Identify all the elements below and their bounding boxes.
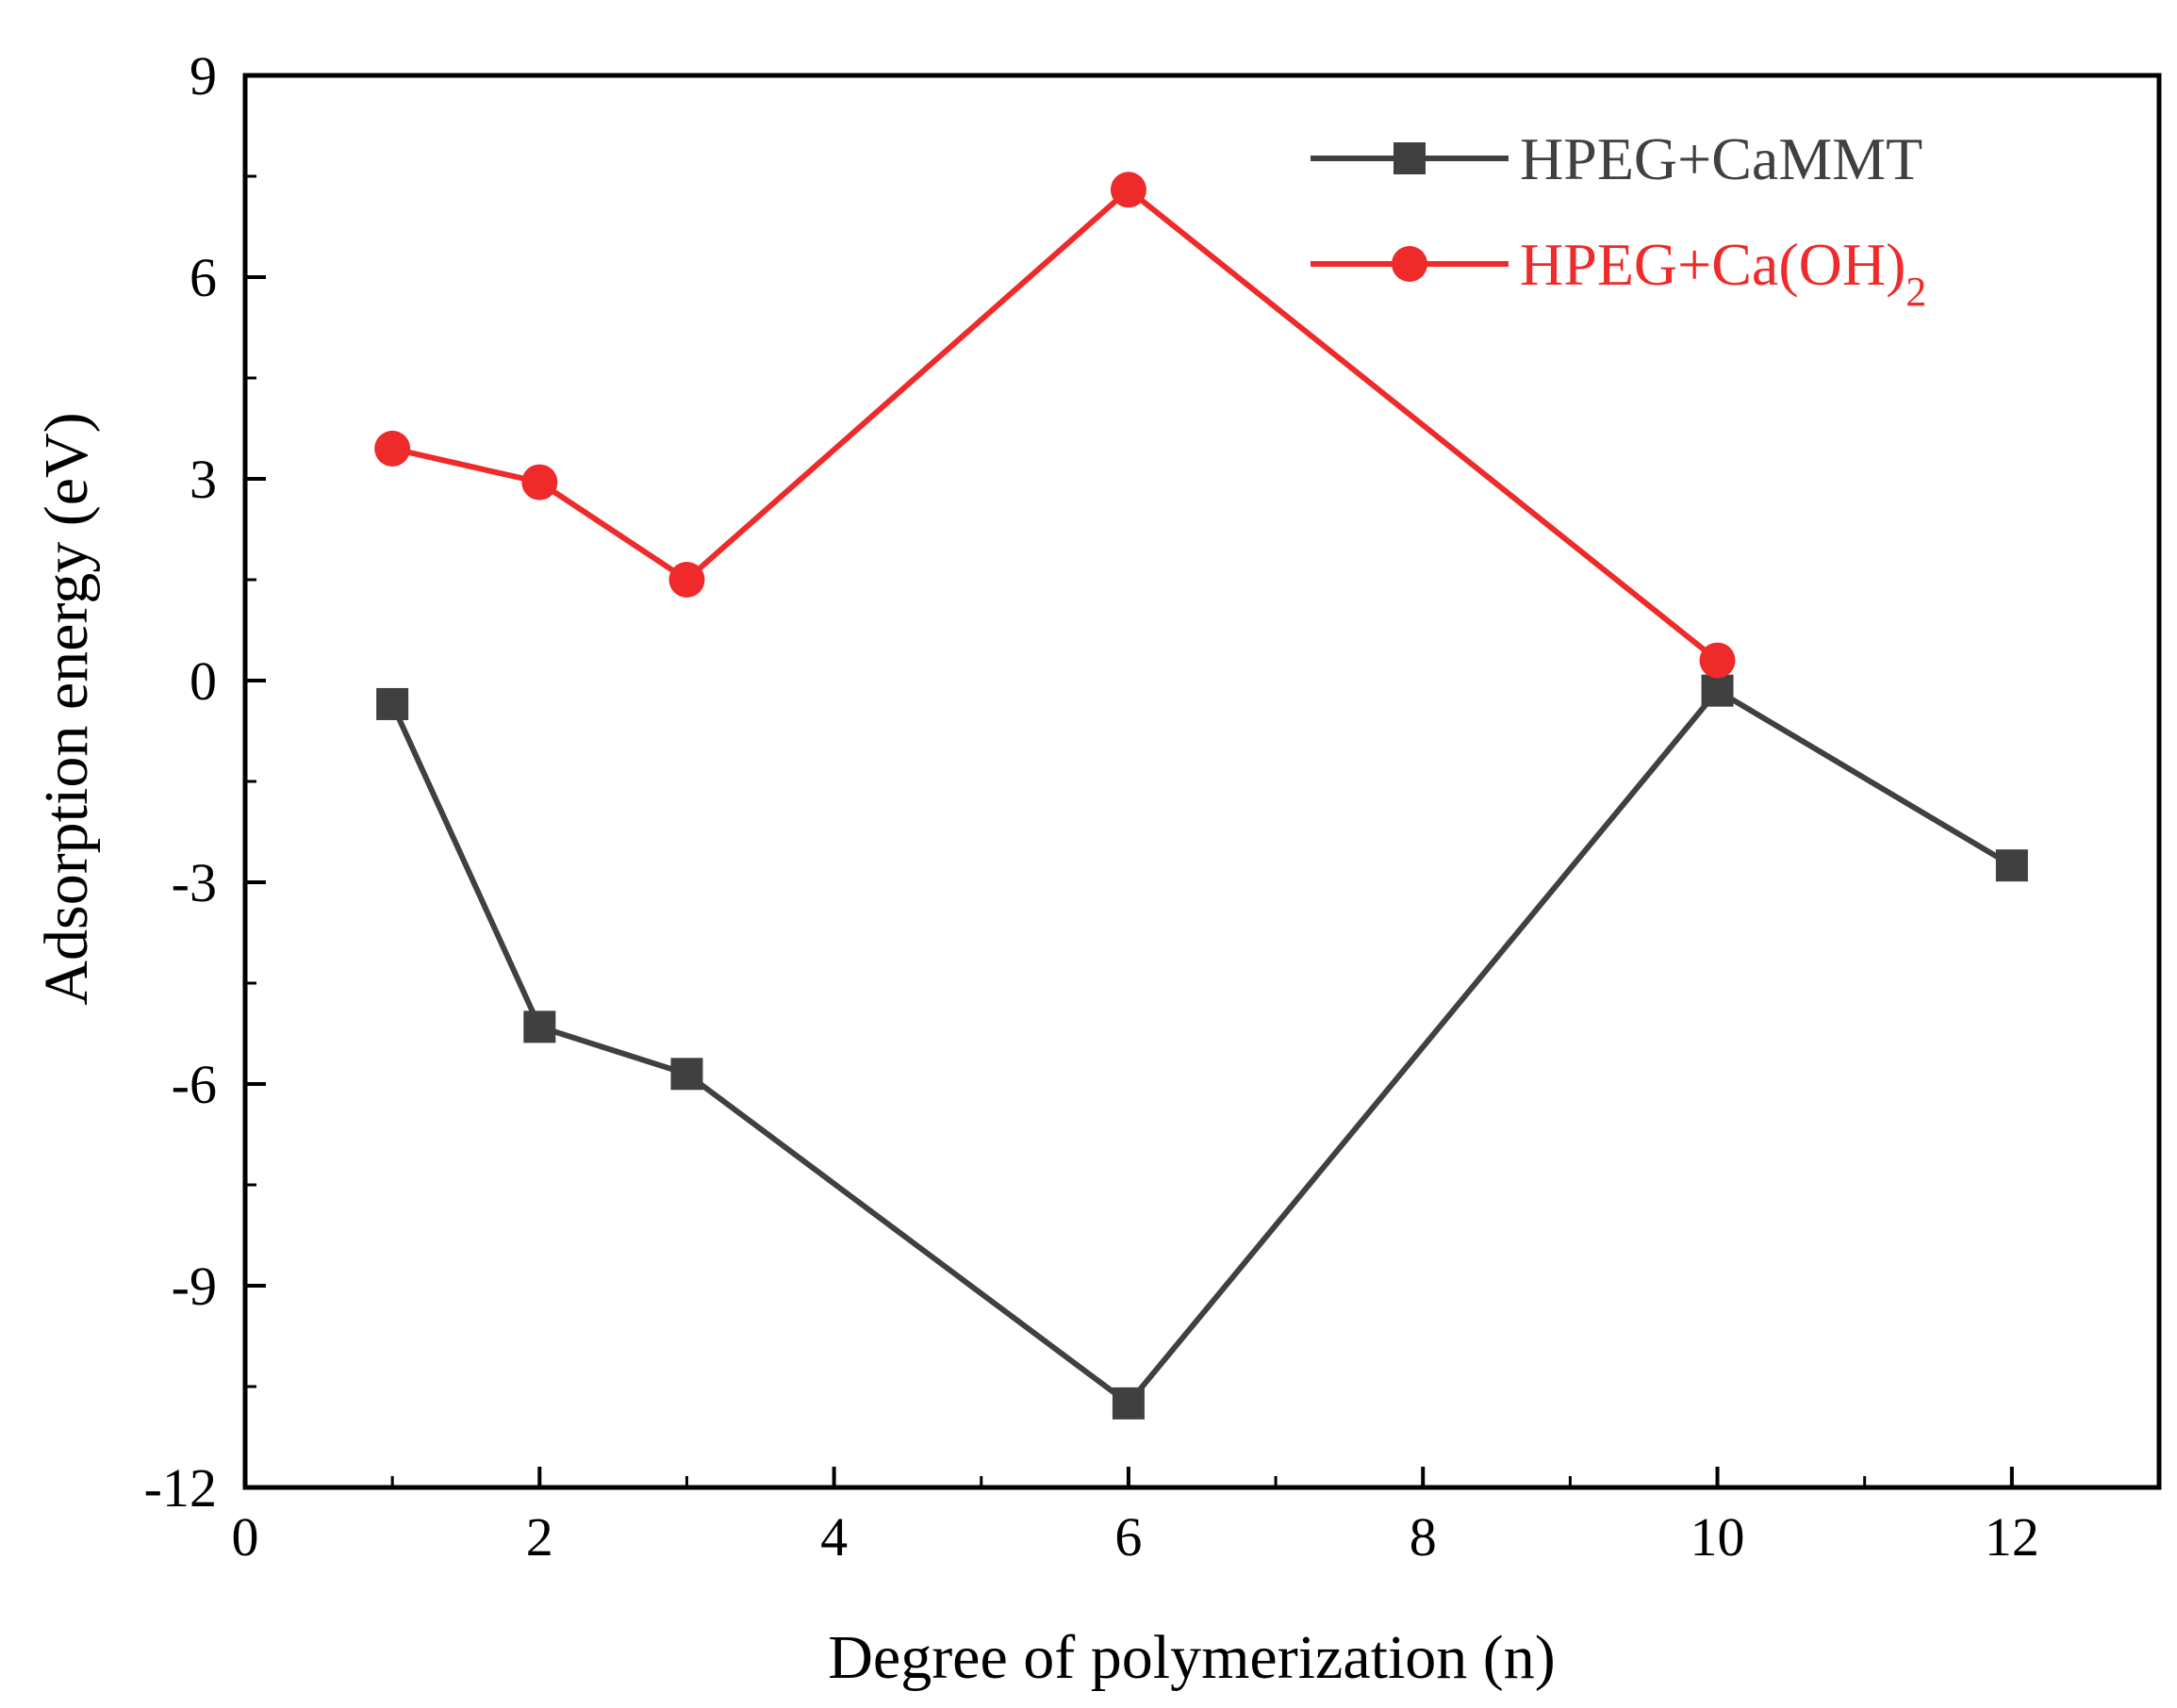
series <box>374 172 2028 1420</box>
data-point-circle <box>521 464 558 501</box>
legend-label: HPEG+CaMMT <box>1520 125 1922 192</box>
ticks: 0 2 4 6 8 10 12 9 6 3 0 -3 -6 -9 -12 <box>144 45 2161 1568</box>
data-point-square <box>1112 1387 1145 1420</box>
y-tick-label: -3 <box>172 852 217 913</box>
x-tick-label: 12 <box>1985 1506 2039 1568</box>
legend-item: HPEG+CaMMT <box>1311 125 1922 192</box>
data-point-square <box>1995 849 2028 882</box>
y-tick-label: 6 <box>190 247 217 308</box>
series-1 <box>374 172 1736 679</box>
data-point-square <box>523 1010 556 1043</box>
legend-label-main: HPEG+Ca(OH) <box>1520 231 1905 298</box>
data-point-circle <box>374 430 411 467</box>
x-tick-label: 6 <box>1114 1506 1142 1568</box>
data-point-square <box>670 1058 703 1091</box>
x-tick-label: 4 <box>820 1506 848 1568</box>
y-tick-label: 9 <box>190 45 217 107</box>
y-tick-label: -12 <box>144 1457 217 1519</box>
x-tick-label: 0 <box>232 1506 259 1568</box>
x-axis-title: Degree of polymerization (n) <box>828 1623 1556 1692</box>
x-tick-label: 10 <box>1690 1506 1745 1568</box>
legend-marker <box>1392 246 1427 282</box>
data-point-square <box>376 687 409 720</box>
series-line <box>391 186 1720 663</box>
y-tick-label: -9 <box>172 1256 217 1317</box>
data-point-circle <box>1110 172 1146 208</box>
x-tick-label: 8 <box>1410 1506 1437 1568</box>
legend-label-subscript: 2 <box>1905 269 1926 315</box>
legend: HPEG+CaMMT HPEG+Ca(OH)2 <box>1311 125 1926 315</box>
legend-marker <box>1394 142 1426 174</box>
series-line <box>389 686 2014 1407</box>
legend-item: HPEG+Ca(OH)2 <box>1311 231 1926 315</box>
y-tick-label: 0 <box>190 650 217 712</box>
data-point-circle <box>1699 642 1736 679</box>
data-point-circle <box>668 562 705 598</box>
x-tick-label: 2 <box>526 1506 553 1568</box>
data-point-square <box>1701 674 1734 707</box>
legend-label-main: HPEG+CaMMT <box>1520 125 1922 192</box>
legend-label: HPEG+Ca(OH)2 <box>1520 231 1926 315</box>
series-0 <box>376 674 2028 1420</box>
y-tick-label: 3 <box>190 449 217 510</box>
y-tick-label: -6 <box>172 1054 217 1115</box>
y-axis-title: Adsorption energy (eV) <box>32 412 101 1005</box>
